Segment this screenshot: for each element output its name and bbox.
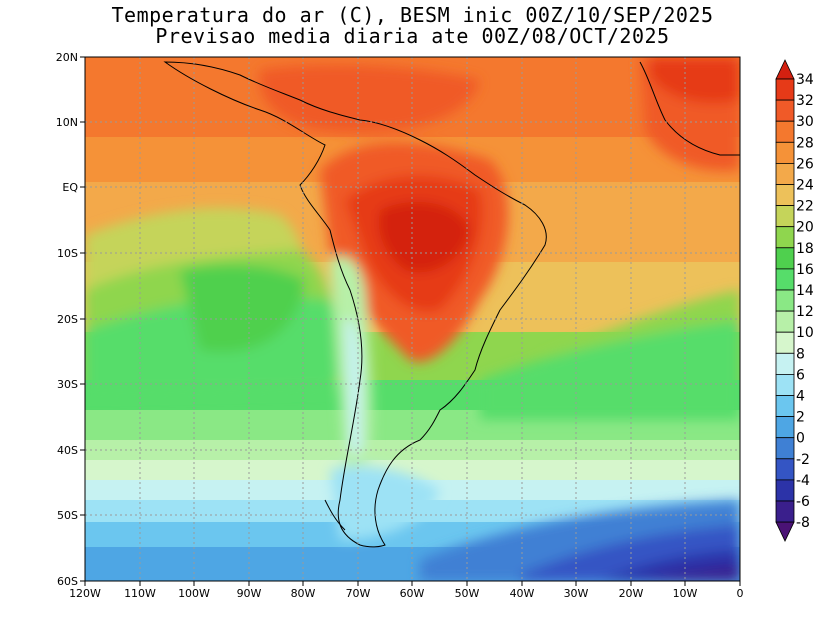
colorbar-swatch — [775, 120, 795, 143]
colorbar-swatch — [775, 437, 795, 460]
colorbar-swatch — [775, 310, 795, 333]
colorbar-label: -2 — [796, 452, 810, 468]
colorbar-arrow-top — [775, 59, 795, 80]
lon-label-80w: 80W — [291, 587, 316, 600]
colorbar-label: -4 — [796, 473, 810, 489]
colorbar-swatch — [775, 141, 795, 164]
lat-label-20n: 20N — [56, 51, 78, 64]
colorbar-label: 26 — [796, 156, 814, 172]
lon-label-30w: 30W — [564, 587, 589, 600]
colorbar-label: 20 — [796, 220, 814, 236]
colorbar-label: 24 — [796, 178, 814, 194]
colorbar-swatch — [775, 458, 795, 481]
lon-label-120w: 120W — [69, 587, 101, 600]
lat-label-20s: 20S — [57, 313, 78, 326]
colorbar-label: 10 — [796, 325, 814, 341]
colorbar-label: 22 — [796, 199, 814, 215]
coastlines — [163, 61, 740, 548]
colorbar-label: 2 — [796, 410, 805, 426]
colorbar-swatch — [775, 352, 795, 375]
colorbar-label: 14 — [796, 283, 814, 299]
temperature-field — [85, 57, 740, 581]
colorbar-label: 32 — [796, 93, 814, 109]
lon-label-90w: 90W — [237, 587, 262, 600]
colorbar-label: 12 — [796, 304, 814, 320]
axis-ticks — [80, 56, 741, 586]
lon-label-100w: 100W — [178, 587, 210, 600]
colorbar-swatch — [775, 331, 795, 354]
colorbar-swatch — [775, 226, 795, 249]
colorbar-label: 34 — [796, 72, 814, 88]
lat-label-40s: 40S — [57, 444, 78, 457]
colorbar-arrow-bottom — [775, 521, 795, 543]
colorbar-label: 0 — [796, 431, 805, 447]
colorbar-label: 18 — [796, 241, 814, 257]
colorbar-swatch — [775, 500, 795, 523]
lon-label-10w: 10W — [673, 587, 698, 600]
colorbar-label: 16 — [796, 262, 814, 278]
lat-label-eq: EQ — [62, 181, 78, 194]
colorbar-label: 28 — [796, 135, 814, 151]
colorbar-swatch — [775, 162, 795, 185]
colorbar-label: 30 — [796, 114, 814, 130]
colorbar-swatch — [775, 247, 795, 270]
lon-label-0: 0 — [737, 587, 744, 600]
lat-label-50s: 50S — [57, 509, 78, 522]
lat-label-30s: 30S — [57, 378, 78, 391]
lon-label-70w: 70W — [346, 587, 371, 600]
lon-label-50w: 50W — [455, 587, 480, 600]
lat-label-10n: 10N — [56, 116, 78, 129]
colorbar-swatch — [775, 373, 795, 396]
lon-label-40w: 40W — [510, 587, 535, 600]
colorbar-swatch — [775, 99, 795, 122]
colorbar-swatch — [775, 479, 795, 502]
colorbar-swatch — [775, 205, 795, 228]
colorbar-swatch — [775, 268, 795, 291]
lon-label-60w: 60W — [400, 587, 425, 600]
colorbar-swatch — [775, 289, 795, 312]
lon-label-20w: 20W — [619, 587, 644, 600]
colorbar-label: -8 — [796, 515, 810, 531]
lon-label-110w: 110W — [124, 587, 156, 600]
colorbar-swatch — [775, 184, 795, 207]
map-title-line-2: Previsao media diaria ate 00Z/08/OCT/202… — [155, 24, 670, 48]
colorbar-label: 4 — [796, 389, 805, 405]
colorbar-label: 6 — [796, 367, 805, 383]
colorbar-swatch — [775, 78, 795, 101]
map-title-line-1: Temperatura do ar (C), BESM inic 00Z/10/… — [111, 3, 714, 27]
grid — [85, 57, 740, 581]
colorbar-label: -6 — [796, 494, 810, 510]
lat-label-60s: 60S — [57, 575, 78, 588]
lat-label-10s: 10S — [57, 247, 78, 260]
colorbar-swatch — [775, 395, 795, 418]
colorbar-label: 8 — [796, 346, 805, 362]
colorbar-swatch — [775, 416, 795, 439]
